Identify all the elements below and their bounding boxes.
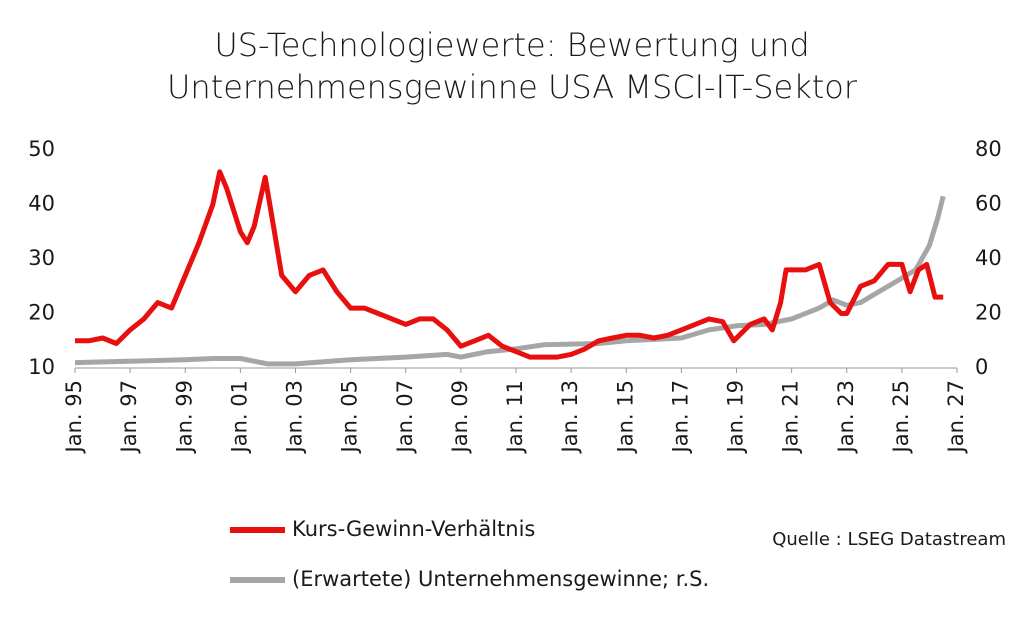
- x-tick-label: Jan. 03: [283, 380, 307, 454]
- y2-tick-label: 20: [975, 301, 1002, 325]
- x-tick-label: Jan. 99: [172, 380, 196, 454]
- legend-label: (Erwartete) Unternehmensgewinne; r.S.: [292, 567, 709, 591]
- x-tick-label: Jan. 25: [889, 380, 913, 454]
- x-tick-label: Jan. 09: [448, 380, 472, 454]
- chart-title: US-Technologiewerte: Bewertung und Unter…: [166, 26, 857, 106]
- y2-tick-label: 60: [975, 192, 1002, 216]
- y-tick-label: 10: [28, 355, 55, 379]
- x-tick-label: Jan. 23: [834, 380, 858, 454]
- x-tick-label: Jan. 07: [393, 380, 417, 454]
- x-tick-label: Jan. 97: [117, 380, 141, 454]
- x-tick-label: Jan. 05: [338, 380, 362, 454]
- y-tick-label: 40: [28, 192, 55, 216]
- y2-tick-label: 80: [975, 137, 1002, 161]
- x-tick-label: Jan. 01: [227, 380, 251, 454]
- y2-tick-label: 0: [975, 355, 988, 379]
- y-tick-label: 30: [28, 246, 55, 270]
- x-tick-label: Jan. 19: [724, 380, 748, 454]
- x-tick-label: Jan. 95: [62, 380, 86, 454]
- y-tick-label: 50: [28, 137, 55, 161]
- x-tick-label: Jan. 15: [613, 380, 637, 454]
- legend-label: Kurs-Gewinn-Verhältnis: [292, 517, 535, 541]
- x-tick-label: Jan. 17: [668, 380, 692, 454]
- y-tick-label: 20: [28, 301, 55, 325]
- x-tick-label: Jan. 13: [558, 380, 582, 454]
- series-line: [75, 169, 944, 360]
- y2-tick-label: 40: [975, 246, 1002, 270]
- x-tick-label: Jan. 21: [779, 380, 803, 454]
- x-tick-label: Jan. 27: [944, 380, 968, 454]
- x-tick-label: Jan. 11: [503, 380, 527, 454]
- source-note: Quelle : LSEG Datastream: [772, 529, 1006, 550]
